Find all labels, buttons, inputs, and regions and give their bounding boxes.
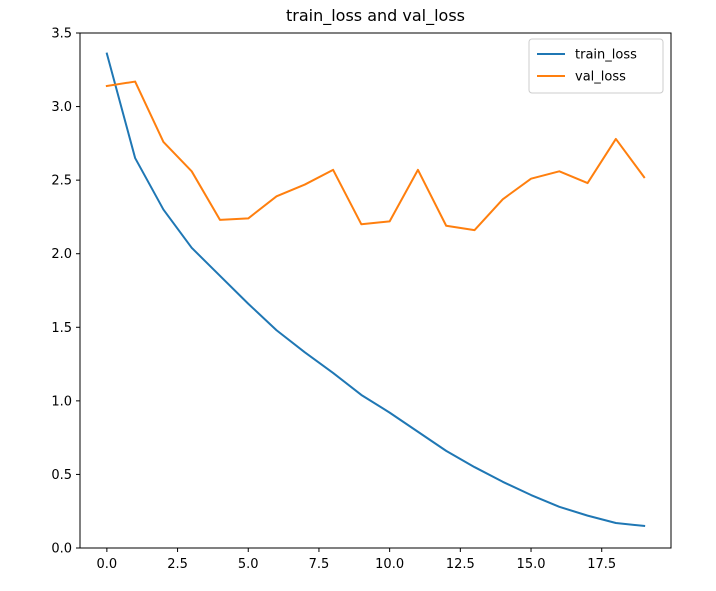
series-line-train-loss	[105, 52, 646, 528]
series-line-val-loss	[105, 80, 646, 232]
x-tick-label: 15.0	[517, 557, 546, 572]
y-axis: 0.0 0.5 1.0 1.5 2.0 2.5 3.0 3.5	[51, 27, 80, 557]
x-tick-label: 12.5	[446, 557, 475, 572]
x-tick-label: 7.5	[309, 557, 330, 572]
plot-frame	[79, 32, 672, 549]
y-tick-label: 3.0	[51, 100, 72, 115]
legend-box	[528, 38, 664, 94]
x-tick-label: 10.0	[375, 557, 404, 572]
y-tick-label: 1.5	[51, 321, 72, 336]
legend-label-val-loss: val_loss	[575, 70, 626, 85]
x-tick-label: 0.0	[97, 557, 118, 572]
y-tick-label: 0.5	[51, 468, 72, 483]
y-tick-label: 2.0	[51, 247, 72, 262]
x-tick-label: 5.0	[238, 557, 259, 572]
y-tick-label: 3.5	[51, 27, 72, 42]
x-tick-label: 2.5	[167, 557, 188, 572]
plot-lines	[105, 52, 646, 528]
legend-label-train-loss: train_loss	[575, 48, 637, 63]
legend: train_loss val_loss	[528, 38, 664, 94]
y-tick-label: 0.0	[51, 542, 72, 557]
x-axis: 0.0 2.5 5.0 7.5 10.0 12.5 15.0 17.5	[97, 548, 616, 572]
y-tick-label: 1.0	[51, 394, 72, 409]
x-tick-label: 17.5	[587, 557, 616, 572]
y-tick-label: 2.5	[51, 174, 72, 189]
chart-title: train_loss and val_loss	[286, 6, 465, 26]
